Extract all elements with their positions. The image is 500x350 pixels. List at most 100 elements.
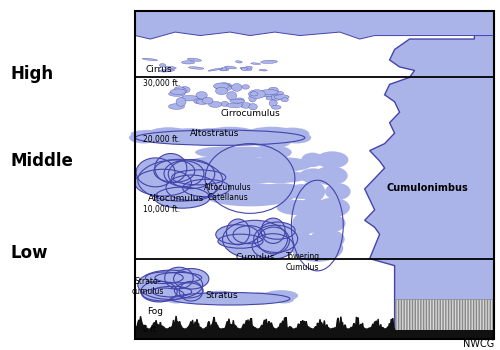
Ellipse shape <box>182 61 195 64</box>
Bar <box>394 299 494 339</box>
Ellipse shape <box>164 267 193 289</box>
Ellipse shape <box>274 95 289 99</box>
Ellipse shape <box>282 132 311 143</box>
Ellipse shape <box>194 128 225 140</box>
Text: 30,000 ft.: 30,000 ft. <box>143 79 180 88</box>
Ellipse shape <box>254 146 292 159</box>
Ellipse shape <box>285 184 320 199</box>
Text: NWCG: NWCG <box>463 339 494 349</box>
Ellipse shape <box>138 270 202 300</box>
Ellipse shape <box>248 170 308 183</box>
Ellipse shape <box>268 91 283 95</box>
Ellipse shape <box>224 66 236 69</box>
Ellipse shape <box>155 272 202 283</box>
Ellipse shape <box>136 130 305 145</box>
Ellipse shape <box>226 219 250 245</box>
Ellipse shape <box>155 154 187 183</box>
Ellipse shape <box>159 69 175 72</box>
Ellipse shape <box>314 166 348 185</box>
Ellipse shape <box>174 268 209 289</box>
Text: Cirrus: Cirrus <box>146 65 172 74</box>
Text: Altocumulus: Altocumulus <box>148 194 204 203</box>
Ellipse shape <box>182 179 230 197</box>
Ellipse shape <box>182 292 217 299</box>
Ellipse shape <box>292 212 320 234</box>
Ellipse shape <box>138 159 222 201</box>
Bar <box>136 11 494 339</box>
Text: Middle: Middle <box>10 152 74 170</box>
Ellipse shape <box>218 234 263 248</box>
Ellipse shape <box>232 84 242 91</box>
Ellipse shape <box>169 128 209 140</box>
Ellipse shape <box>180 86 190 93</box>
Ellipse shape <box>249 104 258 110</box>
Ellipse shape <box>214 84 232 89</box>
Ellipse shape <box>252 132 292 148</box>
Polygon shape <box>364 11 494 339</box>
Ellipse shape <box>134 169 192 196</box>
Ellipse shape <box>163 291 196 300</box>
Ellipse shape <box>170 293 290 305</box>
Ellipse shape <box>227 292 254 299</box>
Ellipse shape <box>302 153 324 167</box>
Ellipse shape <box>170 89 186 95</box>
Ellipse shape <box>274 294 294 303</box>
Ellipse shape <box>204 127 257 141</box>
Ellipse shape <box>142 288 184 301</box>
Ellipse shape <box>148 127 190 140</box>
Ellipse shape <box>242 157 312 172</box>
Ellipse shape <box>242 85 250 89</box>
Text: 20,000 ft.: 20,000 ft. <box>143 135 180 144</box>
Ellipse shape <box>208 68 223 71</box>
Ellipse shape <box>316 198 350 217</box>
Ellipse shape <box>220 68 227 71</box>
Ellipse shape <box>260 90 278 95</box>
Ellipse shape <box>216 225 258 244</box>
Ellipse shape <box>220 69 229 71</box>
Ellipse shape <box>259 69 267 71</box>
Ellipse shape <box>251 63 260 64</box>
Ellipse shape <box>166 294 186 303</box>
Ellipse shape <box>188 58 202 61</box>
Ellipse shape <box>236 98 244 103</box>
Ellipse shape <box>325 183 350 200</box>
Ellipse shape <box>168 160 214 189</box>
Ellipse shape <box>204 169 244 184</box>
Ellipse shape <box>226 103 242 108</box>
Text: 10,000 ft.: 10,000 ft. <box>143 205 180 214</box>
Ellipse shape <box>172 170 226 185</box>
Ellipse shape <box>202 291 237 301</box>
Ellipse shape <box>303 214 334 232</box>
Ellipse shape <box>260 222 295 239</box>
Text: High: High <box>10 65 54 83</box>
Ellipse shape <box>226 91 236 100</box>
Ellipse shape <box>264 290 298 301</box>
Ellipse shape <box>240 103 252 108</box>
Ellipse shape <box>154 160 195 182</box>
Ellipse shape <box>222 220 288 259</box>
Ellipse shape <box>218 85 232 91</box>
Bar <box>394 330 494 339</box>
Ellipse shape <box>250 92 258 96</box>
Ellipse shape <box>196 99 208 104</box>
Text: Cumulus: Cumulus <box>235 253 275 262</box>
Ellipse shape <box>176 98 186 106</box>
Text: Towering
Cumulus: Towering Cumulus <box>286 252 320 272</box>
Ellipse shape <box>230 183 279 195</box>
Ellipse shape <box>268 87 278 92</box>
Text: Fog: Fog <box>147 307 163 316</box>
Ellipse shape <box>129 132 158 143</box>
Ellipse shape <box>218 147 276 158</box>
Ellipse shape <box>281 98 288 102</box>
Ellipse shape <box>216 83 232 88</box>
Ellipse shape <box>318 230 344 248</box>
Ellipse shape <box>197 181 258 196</box>
Ellipse shape <box>252 234 294 259</box>
Polygon shape <box>136 11 494 39</box>
Ellipse shape <box>296 199 330 216</box>
Text: Altocumulus
Catellanus: Altocumulus Catellanus <box>204 183 252 202</box>
Ellipse shape <box>214 83 229 89</box>
Ellipse shape <box>181 96 198 101</box>
Ellipse shape <box>260 60 278 63</box>
Text: Strato-
cumulus: Strato- cumulus <box>132 277 164 296</box>
